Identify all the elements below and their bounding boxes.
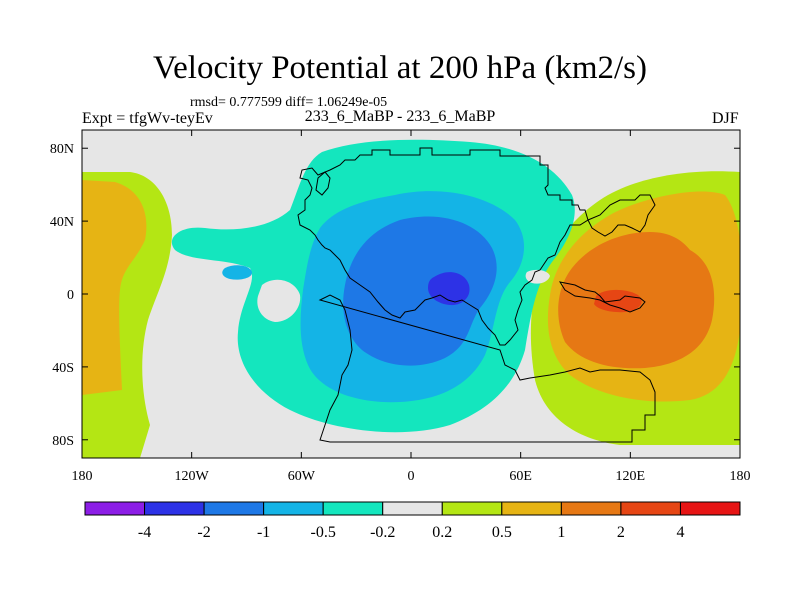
x-tick-label: 0 bbox=[408, 469, 415, 484]
y-tick-label: 80S bbox=[52, 434, 74, 449]
x-tick-label: 120E bbox=[616, 469, 646, 484]
colorbar-label: 4 bbox=[676, 524, 684, 541]
y-tick-label: 40S bbox=[52, 361, 74, 376]
colorbar-label: -0.5 bbox=[311, 524, 336, 541]
colorbar-swatch bbox=[620, 501, 681, 516]
colorbar-label: -1 bbox=[257, 524, 270, 541]
contour-c-1 bbox=[343, 216, 497, 366]
coastline-east bbox=[558, 281, 646, 313]
contour-c-2 bbox=[428, 272, 470, 306]
experiment-label: Expt = tfgWv-teyEv bbox=[82, 110, 213, 127]
contour-w-0p5 bbox=[82, 180, 147, 395]
colorbar: -4 -2 -1 -0.5 -0.2 0.2 0.5 1 2 4 bbox=[84, 501, 741, 541]
stats-line: rmsd= 0.777599 diff= 1.06249e-05 bbox=[190, 95, 388, 110]
x-tick-label: 60E bbox=[509, 469, 532, 484]
contour-hole-west bbox=[257, 279, 301, 322]
x-tick-label: 180 bbox=[72, 469, 93, 484]
y-tick-label: 80N bbox=[50, 142, 74, 157]
y-tick-label: 0 bbox=[67, 288, 74, 303]
coastline-main bbox=[297, 147, 589, 346]
case-label: 233_6_MaBP - 233_6_MaBP bbox=[304, 108, 496, 125]
colorbar-label: 0.2 bbox=[432, 524, 452, 541]
chart-title: Velocity Potential at 200 hPa (km2/s) bbox=[152, 50, 648, 86]
colorbar-swatch bbox=[144, 501, 205, 516]
coastline-ne bbox=[587, 194, 656, 237]
colorbar-swatch bbox=[203, 501, 265, 516]
x-tick-label: 180 bbox=[730, 469, 751, 484]
contour-e-2 bbox=[594, 289, 642, 313]
colorbar-label: 1 bbox=[557, 524, 565, 541]
map-axes: 180 120W 60W 0 60E 120E 180 80N 40N 0 40S 80S bbox=[50, 130, 751, 484]
season-label: DJF bbox=[712, 110, 739, 127]
colorbar-label: -2 bbox=[197, 524, 210, 541]
colorbar-swatch bbox=[322, 501, 384, 516]
colorbar-swatch bbox=[382, 501, 443, 516]
colorbar-label: 0.5 bbox=[492, 524, 512, 541]
colorbar-label: 2 bbox=[617, 524, 625, 541]
x-tick-label: 120W bbox=[175, 469, 210, 484]
coastline-outlines bbox=[297, 147, 656, 443]
colorbar-swatch bbox=[263, 501, 324, 516]
colorbar-swatch bbox=[560, 501, 622, 516]
colorbar-swatch bbox=[441, 501, 503, 516]
coastline-south bbox=[318, 294, 656, 443]
colorbar-label: -0.2 bbox=[370, 524, 395, 541]
contour-fill-layer bbox=[82, 139, 740, 458]
y-tick-label: 40N bbox=[50, 215, 74, 230]
colorbar-swatch bbox=[679, 501, 741, 516]
x-tick-label: 60W bbox=[288, 469, 316, 484]
contour-patch-west bbox=[222, 265, 253, 280]
colorbar-swatch bbox=[84, 501, 146, 516]
colorbar-label: -4 bbox=[138, 524, 151, 541]
colorbar-swatch bbox=[501, 501, 562, 516]
coastline-island bbox=[315, 171, 331, 196]
